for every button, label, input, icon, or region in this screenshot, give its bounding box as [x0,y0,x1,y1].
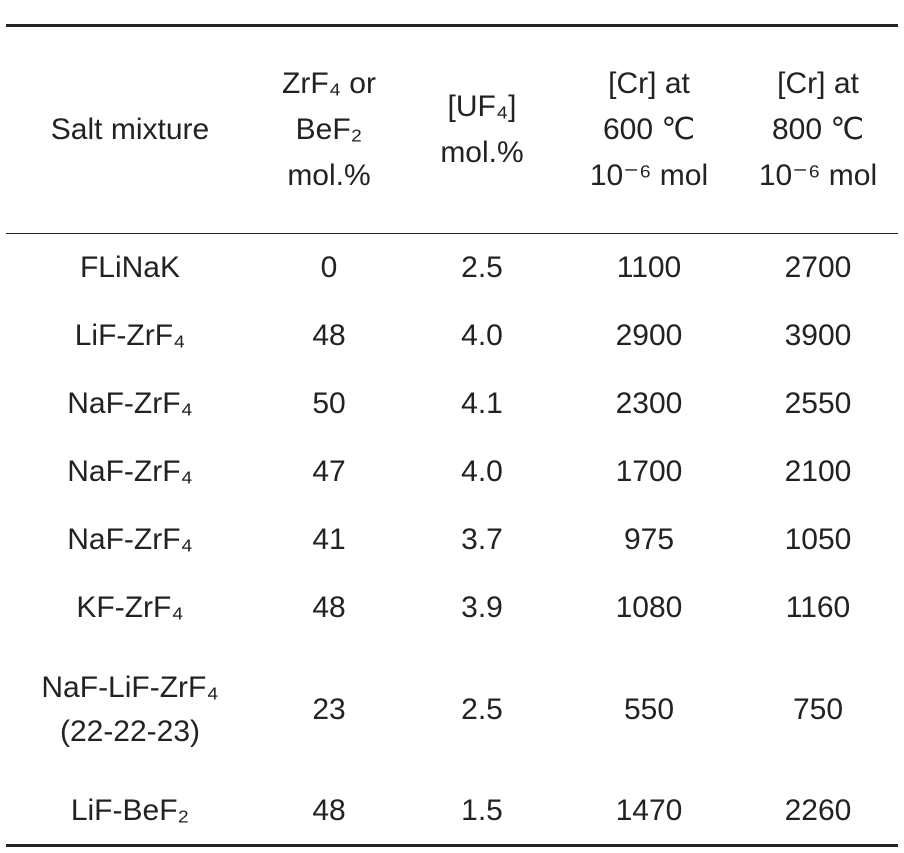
table-cell: 1050 [784,522,852,556]
table-cell: NaF-ZrF₄ [67,454,193,488]
table-cell: 3900 [784,318,852,352]
table-cell: 2300 [615,386,683,420]
table-row: KF-ZrF₄ 48 3.9 1080 1160 [6,574,898,642]
table-cell: 2260 [784,793,852,827]
table-cell: LiF-ZrF₄ [74,318,186,352]
table-cell: 4.0 [461,454,503,488]
table-cell: 41 [312,522,346,556]
table-cell: 975 [623,522,675,556]
header-cell: [Cr] at 800 ℃ 10⁻⁶ mol [738,26,898,234]
cell-line: ZrF₄ or [282,67,376,100]
table-cell: 2900 [615,318,683,352]
table-cell: 1160 [785,590,851,624]
cell-line: mol.% [440,136,524,169]
table-cell: FLiNaK [79,250,181,284]
cell-line: 600 ℃ [602,113,696,146]
cell-line: BeF₂ [295,113,363,146]
table-cell: 2550 [784,386,852,420]
table-cell: 48 [312,793,346,827]
table-row: NaF-ZrF₄ 47 4.0 1700 2100 [6,438,898,506]
table-cell: 2100 [784,454,852,488]
table-cell: 4.1 [461,386,503,420]
table-cell: 1.5 [461,793,503,827]
table-cell: 1080 [615,590,683,624]
table-cell: NaF-ZrF₄ [67,522,193,556]
table-cell: 0 [320,250,338,284]
table-cell: 1700 [615,454,683,488]
table-row: LiF-ZrF₄ 48 4.0 2900 3900 [6,302,898,370]
table-cell: KF-ZrF₄ [76,590,184,624]
cell-line: NaF-LiF-ZrF₄ [41,670,219,704]
cell-line: (22-22-23) [59,714,201,748]
table-cell: 4.0 [461,318,503,352]
table-cell: 550 [623,692,675,726]
cell-line: 10⁻⁶ mol [589,159,709,192]
table-cell: 47 [312,454,346,488]
cell-line: Salt mixture [50,113,210,146]
cell-line: [Cr] at [777,67,859,100]
header-cell: ZrF₄ or BeF₂ mol.% [254,26,404,234]
cell-line: 800 ℃ [771,113,865,146]
table-cell: NaF-ZrF₄ [67,386,193,420]
cell-line: [UF₄] [447,90,517,123]
data-table: Salt mixture ZrF₄ or BeF₂ mol.% [UF₄] mol.% [C… [6,24,898,847]
table-cell: NaF-LiF-ZrF₄ (22-22-23) [6,642,254,778]
header-cell: [Cr] at 600 ℃ 10⁻⁶ mol [560,26,738,234]
header-cell: Salt mixture [6,26,254,234]
table-body: FLiNaK 0 2.5 1100 2700 LiF-ZrF₄ 48 4.0 2900 3900 N… [6,234,898,846]
cell-line: 10⁻⁶ mol [758,159,878,192]
table-row: LiF-BeF₂ 48 1.5 1470 2260 [6,778,898,846]
table-row: FLiNaK 0 2.5 1100 2700 [6,234,898,302]
header-cell: [UF₄] mol.% [404,26,560,234]
table-cell: 1100 [616,250,682,284]
table-cell: 750 [792,692,844,726]
cell-line: mol.% [287,159,371,192]
table-cell: 48 [312,318,346,352]
table-cell: 2.5 [461,692,503,726]
table-cell: 48 [312,590,346,624]
table-cell: LiF-BeF₂ [70,793,190,827]
table-cell: 2700 [784,250,852,284]
table-cell: 3.9 [461,590,503,624]
header-row: Salt mixture ZrF₄ or BeF₂ mol.% [UF₄] mol.% [C… [6,25,898,234]
table-row: NaF-ZrF₄ 50 4.1 2300 2550 [6,370,898,438]
table-row: NaF-LiF-ZrF₄ (22-22-23) 23 2.5 550 750 [6,642,898,778]
table-cell: 50 [312,386,346,420]
table-cell: 1470 [615,793,683,827]
table-cell: 23 [312,692,346,726]
table-header: Salt mixture ZrF₄ or BeF₂ mol.% [UF₄] mol.% [C… [6,25,898,234]
table-cell: 2.5 [461,250,503,284]
table-cell: 3.7 [461,522,503,556]
cell-line: [Cr] at [608,67,690,100]
table-row: NaF-ZrF₄ 41 3.7 975 1050 [6,506,898,574]
